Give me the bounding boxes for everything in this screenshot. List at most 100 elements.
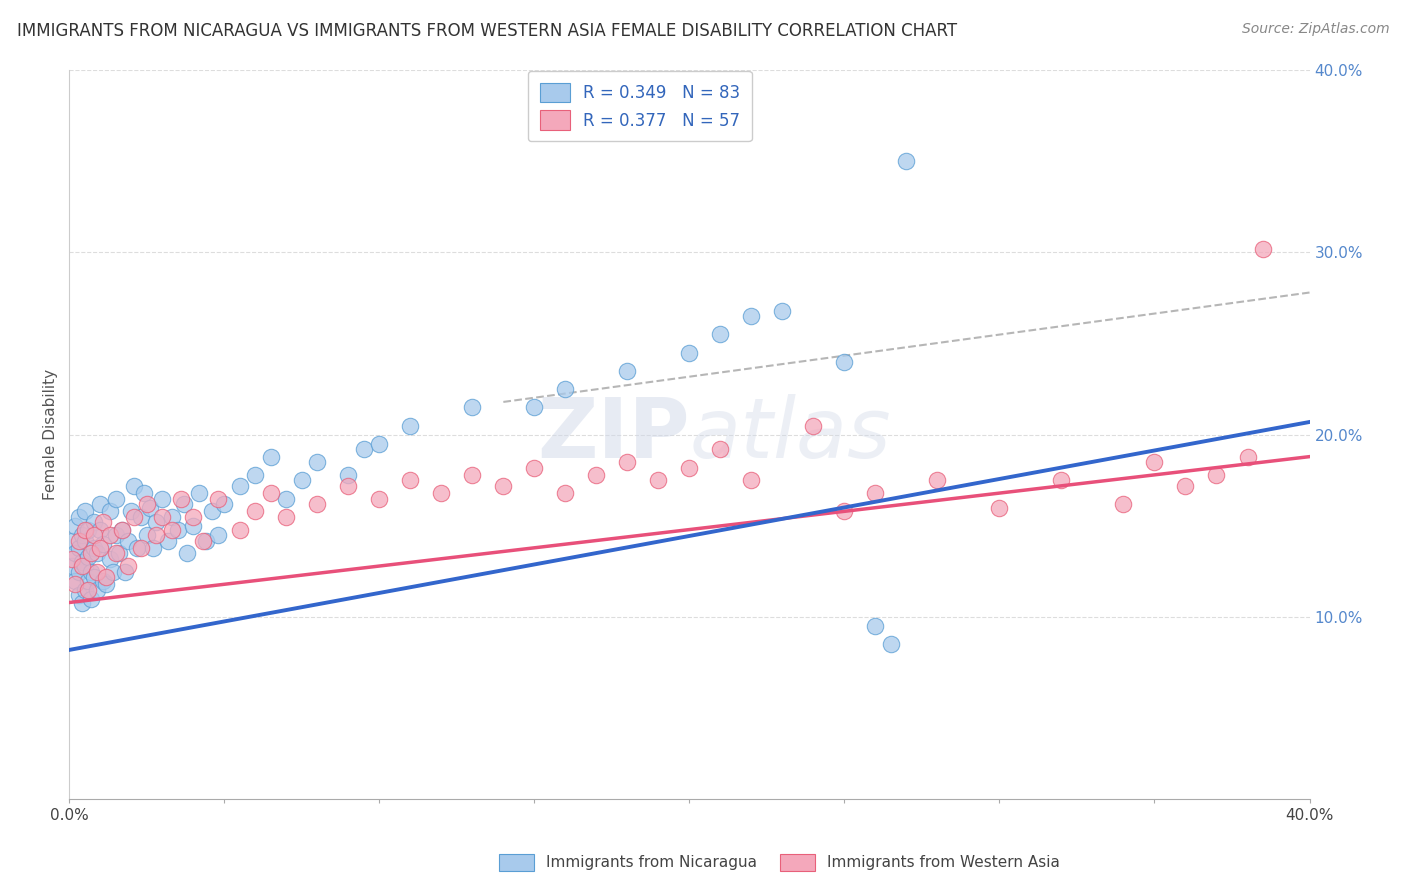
Point bbox=[160, 509, 183, 524]
Point bbox=[291, 474, 314, 488]
Point bbox=[1251, 242, 1274, 256]
Point bbox=[337, 479, 360, 493]
Point bbox=[276, 509, 298, 524]
Point bbox=[76, 549, 98, 564]
Point bbox=[67, 541, 90, 555]
Point bbox=[120, 504, 142, 518]
Point bbox=[191, 533, 214, 548]
Point bbox=[145, 516, 167, 530]
Point bbox=[307, 455, 329, 469]
Point bbox=[803, 418, 825, 433]
Point bbox=[83, 516, 105, 530]
Point bbox=[65, 519, 87, 533]
Point bbox=[70, 528, 93, 542]
Point bbox=[523, 460, 546, 475]
Point bbox=[260, 450, 283, 464]
Point bbox=[461, 401, 484, 415]
Point bbox=[492, 479, 515, 493]
Point bbox=[86, 565, 108, 579]
Point bbox=[1050, 474, 1073, 488]
Point bbox=[1236, 450, 1258, 464]
Point bbox=[86, 582, 108, 597]
Point bbox=[98, 528, 121, 542]
Point bbox=[770, 303, 793, 318]
Point bbox=[170, 491, 193, 506]
Point bbox=[114, 565, 136, 579]
Text: Source: ZipAtlas.com: Source: ZipAtlas.com bbox=[1241, 22, 1389, 37]
Point bbox=[65, 546, 87, 560]
Point bbox=[124, 509, 146, 524]
Point bbox=[709, 442, 731, 457]
Point bbox=[89, 497, 111, 511]
Point bbox=[91, 574, 114, 588]
Point bbox=[60, 559, 83, 574]
Point bbox=[834, 504, 856, 518]
Point bbox=[65, 574, 87, 588]
Point bbox=[461, 467, 484, 482]
Point bbox=[865, 486, 887, 500]
Legend: R = 0.349   N = 83, R = 0.377   N = 57: R = 0.349 N = 83, R = 0.377 N = 57 bbox=[527, 71, 752, 141]
Point bbox=[145, 528, 167, 542]
Point bbox=[214, 497, 236, 511]
Point bbox=[166, 523, 188, 537]
Point bbox=[67, 533, 90, 548]
Point bbox=[353, 442, 375, 457]
Point bbox=[73, 582, 96, 597]
Point bbox=[91, 516, 114, 530]
Point bbox=[117, 533, 139, 548]
Point bbox=[399, 474, 422, 488]
Point bbox=[585, 467, 607, 482]
Point bbox=[65, 577, 87, 591]
Point bbox=[1112, 497, 1135, 511]
Point bbox=[76, 574, 98, 588]
Point bbox=[86, 546, 108, 560]
Point bbox=[157, 533, 180, 548]
Text: ZIP: ZIP bbox=[537, 394, 689, 475]
Point bbox=[1143, 455, 1166, 469]
Point bbox=[80, 591, 103, 606]
Point bbox=[129, 541, 152, 555]
Point bbox=[70, 559, 93, 574]
Text: atlas: atlas bbox=[689, 394, 891, 475]
Point bbox=[89, 523, 111, 537]
Point bbox=[60, 533, 83, 548]
Point bbox=[181, 519, 204, 533]
Point bbox=[73, 533, 96, 548]
Point bbox=[188, 486, 211, 500]
Point bbox=[709, 327, 731, 342]
Point bbox=[368, 491, 391, 506]
Point bbox=[117, 559, 139, 574]
Point bbox=[139, 500, 162, 515]
Point bbox=[70, 555, 93, 569]
Point bbox=[616, 455, 638, 469]
Point bbox=[83, 541, 105, 555]
Point bbox=[76, 582, 98, 597]
Point bbox=[73, 559, 96, 574]
Point bbox=[101, 565, 124, 579]
Point bbox=[70, 595, 93, 609]
Point bbox=[124, 479, 146, 493]
Point bbox=[927, 474, 949, 488]
Point bbox=[616, 364, 638, 378]
Point bbox=[96, 570, 118, 584]
Point bbox=[111, 523, 134, 537]
Point bbox=[245, 467, 267, 482]
Point bbox=[83, 570, 105, 584]
Point bbox=[647, 474, 669, 488]
Point bbox=[880, 637, 903, 651]
Point bbox=[523, 401, 546, 415]
Point bbox=[108, 546, 131, 560]
Point bbox=[80, 565, 103, 579]
Point bbox=[337, 467, 360, 482]
Point bbox=[194, 533, 217, 548]
Point bbox=[67, 565, 90, 579]
Point bbox=[91, 537, 114, 551]
Point bbox=[67, 588, 90, 602]
Point bbox=[73, 523, 96, 537]
Point bbox=[678, 345, 700, 359]
Point bbox=[896, 154, 918, 169]
Point bbox=[229, 479, 252, 493]
Point bbox=[207, 491, 229, 506]
Point bbox=[67, 509, 90, 524]
Point bbox=[181, 509, 204, 524]
